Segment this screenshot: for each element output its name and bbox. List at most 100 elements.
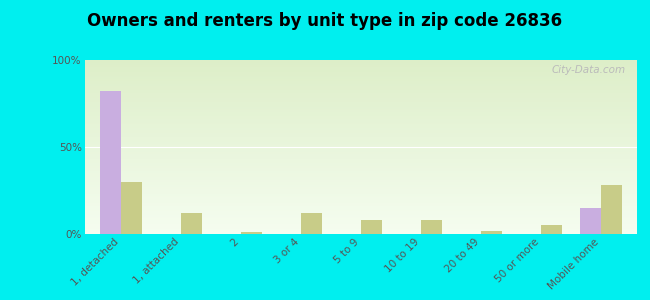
Bar [84,177,637,178]
Text: City-Data.com: City-Data.com [552,65,626,75]
Bar [84,123,637,124]
Bar [84,168,637,170]
Bar [84,126,637,128]
Bar [84,169,637,171]
Bar [84,222,637,224]
Bar [84,81,637,82]
Bar [84,149,637,151]
Bar [84,86,637,88]
Bar [84,107,637,109]
Bar [84,109,637,110]
Bar [84,164,637,166]
Bar [84,232,637,234]
Bar [84,156,637,158]
Bar [84,77,637,79]
Bar [84,151,637,152]
Bar [84,67,637,69]
Bar [84,189,637,190]
Bar [84,190,637,192]
Bar [84,90,637,91]
Bar [84,64,637,65]
Bar [84,192,637,194]
Bar [84,133,637,135]
Bar [84,180,637,182]
Bar [84,208,637,210]
Bar [84,105,637,107]
Bar [84,70,637,72]
Bar [84,217,637,218]
Bar [84,197,637,199]
Bar [84,173,637,175]
Bar [84,69,637,70]
Bar [84,152,637,154]
Bar [84,171,637,173]
Bar [84,161,637,163]
Bar [84,140,637,142]
Bar [84,110,637,112]
Bar [84,117,637,119]
Bar [84,102,637,103]
Bar [84,230,637,232]
Bar [84,97,637,98]
Bar [84,163,637,164]
Bar [601,185,622,234]
Bar [421,220,442,234]
Bar [84,212,637,213]
Bar [84,220,637,222]
Bar [84,95,637,97]
Bar [84,145,637,147]
Bar [301,213,322,234]
Bar [84,154,637,156]
Bar [84,229,637,230]
Bar [84,201,637,203]
Bar [84,194,637,196]
Bar [84,93,637,95]
Bar [240,232,262,234]
Bar [84,158,637,159]
Bar [84,182,637,184]
Bar [84,184,637,185]
Bar [84,210,637,212]
Bar [84,166,637,168]
Bar [84,128,637,130]
Bar [84,227,637,229]
Bar [84,116,637,117]
Bar [84,124,637,126]
Bar [84,204,637,206]
Bar [120,182,142,234]
Bar [84,138,637,140]
Bar [84,206,637,208]
Bar [84,187,637,189]
Bar [84,215,637,217]
Bar [84,136,637,138]
Bar [84,62,637,64]
Bar [84,143,637,145]
Bar [84,218,637,220]
Bar [84,74,637,76]
Bar [84,114,637,116]
Bar [84,72,637,74]
Bar [84,185,637,187]
Bar [84,203,637,204]
Bar [84,88,637,90]
Bar [361,220,382,234]
Bar [84,225,637,227]
Bar [84,91,637,93]
Bar [84,178,637,180]
Bar [84,159,637,161]
Bar [99,91,120,234]
Bar [84,130,637,131]
Bar [84,76,637,77]
Bar [84,98,637,100]
Bar [84,60,637,62]
Bar [181,213,202,234]
Bar [84,119,637,121]
Bar [84,199,637,201]
Bar [84,100,637,102]
Bar [541,225,562,234]
Bar [84,112,637,114]
Bar [84,82,637,84]
Bar [84,213,637,215]
Text: Owners and renters by unit type in zip code 26836: Owners and renters by unit type in zip c… [88,12,562,30]
Bar [84,147,637,149]
